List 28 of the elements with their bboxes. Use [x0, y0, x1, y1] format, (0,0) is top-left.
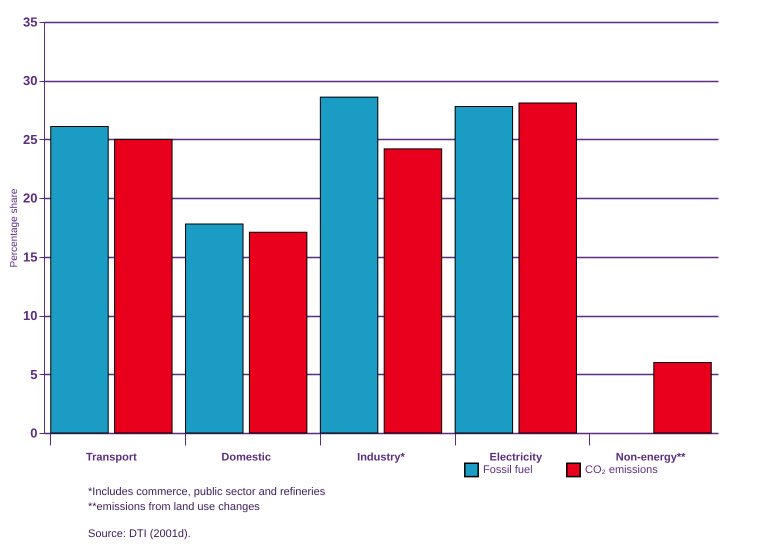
bar [518, 102, 577, 434]
x-tick-label: Transport [86, 452, 138, 464]
x-tick-label: Domestic [221, 452, 271, 464]
y-tick-label: 30 [23, 73, 38, 88]
bar [248, 232, 308, 434]
legend-label: CO₂ emissions [585, 464, 658, 476]
bar [50, 126, 109, 434]
bar [185, 223, 244, 434]
y-tick-label: 0 [30, 426, 38, 440]
y-axis-title: Percentage share [9, 188, 20, 268]
y-tick-label: 20 [23, 190, 38, 206]
y-tick-label: 25 [23, 132, 38, 147]
x-tick-label: Electricity [490, 452, 543, 464]
text: *Includes commerce, public sector and refineries [88, 485, 326, 500]
x-tick-label: Industry* [357, 452, 406, 464]
y-tick-label: 15 [23, 249, 38, 264]
bar [320, 96, 378, 434]
text: **emissions from land use changes [88, 500, 261, 515]
y-tick-label: 35 [23, 14, 38, 30]
source-note: Source: DTI (2001d). [88, 527, 192, 542]
bar [384, 148, 442, 434]
y-tick-label: 10 [23, 308, 38, 324]
bar [454, 106, 514, 434]
bar [653, 362, 712, 434]
x-tick-label: Non-energy** [616, 452, 686, 464]
bar [114, 138, 173, 434]
y-tick-label: 5 [30, 366, 38, 382]
legend-label: Fossil fuel [483, 464, 533, 476]
